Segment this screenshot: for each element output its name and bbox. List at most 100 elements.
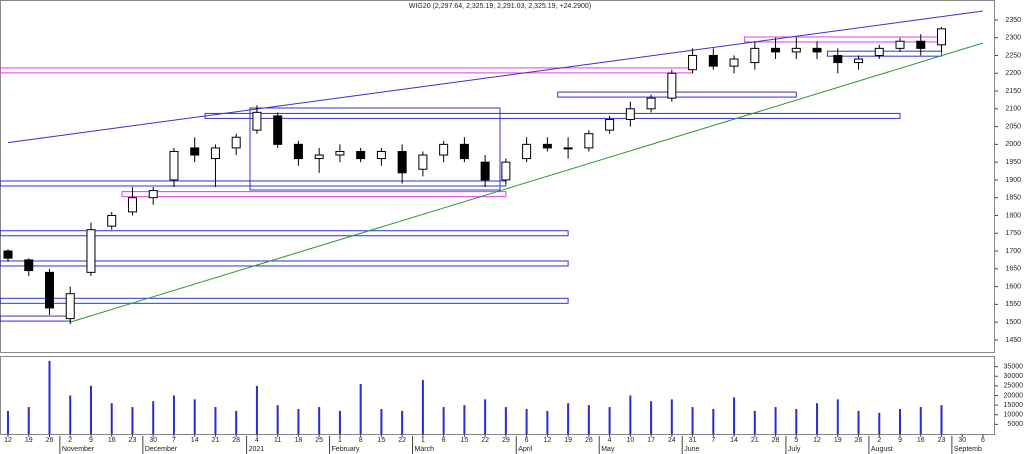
x-tick-label: 22 — [398, 437, 406, 444]
candle-body — [874, 47, 884, 56]
volume-bar — [69, 395, 72, 434]
volume-bar — [172, 395, 175, 434]
y-tick-label: 20000 — [1004, 392, 1024, 399]
volume-bar — [712, 408, 715, 434]
volume-bar — [608, 407, 611, 434]
x-tick-label: 8 — [359, 437, 363, 444]
x-tick-label: 23 — [129, 437, 137, 444]
x-tick-label: 10 — [626, 437, 634, 444]
x-tick-label: 6 — [981, 437, 985, 444]
x-tick-label: 17 — [647, 437, 655, 444]
volume-bar — [753, 410, 756, 434]
volume-bar — [525, 408, 528, 434]
x-tick-label: 26 — [46, 437, 54, 444]
month-label: May — [601, 446, 615, 453]
volume-bar — [110, 403, 113, 434]
x-tick-label: 5 — [794, 437, 798, 444]
month-label: April — [518, 446, 532, 453]
volume-bar — [442, 407, 445, 434]
y-tick-label: 1750 — [1005, 230, 1021, 237]
annotation-box — [249, 107, 501, 191]
volume-bar — [214, 407, 217, 434]
trendline — [70, 42, 984, 323]
candle-body — [127, 197, 137, 213]
y-tick-label: 2250 — [1005, 52, 1021, 59]
level-band — [557, 91, 797, 98]
chart-title: WIG20 (2,297.64, 2,325.19, 2,291.03, 2,3… — [409, 3, 591, 10]
candle-body — [605, 118, 615, 131]
volume-bar — [878, 412, 881, 434]
x-tick-label: 16 — [108, 437, 116, 444]
volume-bar — [774, 407, 777, 434]
candle-body — [667, 72, 677, 99]
x-tick-label: 12 — [543, 437, 551, 444]
level-band — [0, 297, 569, 304]
x-tick-label: 1 — [338, 437, 342, 444]
volume-bar — [235, 410, 238, 434]
x-tick-label: 8 — [442, 437, 446, 444]
x-tick-label: 26 — [855, 437, 863, 444]
price-panel — [0, 0, 995, 353]
y-tick-label: 30000 — [1004, 373, 1024, 380]
candle-body — [356, 150, 366, 160]
x-tick-label: 14 — [730, 437, 738, 444]
candle-body — [854, 58, 864, 64]
volume-bar — [795, 408, 798, 434]
y-tick-label: 2150 — [1005, 88, 1021, 95]
candle-body — [708, 54, 718, 67]
month-label: December — [145, 446, 178, 453]
candle-body — [522, 143, 532, 160]
volume-bar — [255, 385, 258, 434]
x-tick-label: 16 — [917, 437, 925, 444]
y-tick-label: 2350 — [1005, 17, 1021, 24]
x-tick-label: 24 — [668, 437, 676, 444]
level-band — [826, 50, 943, 57]
y-tick-label: 1950 — [1005, 159, 1021, 166]
volume-bar — [940, 405, 943, 434]
x-tick-label: 19 — [834, 437, 842, 444]
x-tick-label: 31 — [689, 437, 697, 444]
volume-bar — [421, 380, 424, 434]
volume-bar — [587, 405, 590, 434]
x-tick-label: 21 — [751, 437, 759, 444]
x-tick-label: 30 — [149, 437, 157, 444]
volume-bar — [733, 397, 736, 434]
x-tick-label: 2 — [877, 437, 881, 444]
y-tick-label: 2100 — [1005, 106, 1021, 113]
volume-bar — [816, 403, 819, 434]
volume-bar — [629, 395, 632, 434]
candle-body — [812, 47, 822, 53]
candle-body — [252, 111, 262, 131]
candle-body — [771, 47, 781, 53]
x-tick-label: 12 — [4, 437, 12, 444]
y-tick-label: 10000 — [1004, 412, 1024, 419]
x-tick-label: 7 — [172, 437, 176, 444]
trendline — [7, 10, 984, 144]
candle-body — [273, 115, 283, 145]
x-tick-label: 6 — [525, 437, 529, 444]
y-tick-label: 1900 — [1005, 177, 1021, 184]
y-tick-label: 1450 — [1005, 337, 1021, 344]
x-tick-label: 22 — [481, 437, 489, 444]
level-band — [0, 230, 569, 237]
candle-body — [459, 143, 469, 160]
candle-body — [895, 40, 905, 49]
volume-bar — [899, 408, 902, 434]
candle-body — [729, 58, 739, 67]
x-tick-label: 4 — [608, 437, 612, 444]
month-label: November — [62, 446, 95, 453]
volume-bar — [567, 403, 570, 434]
candle-body — [376, 150, 386, 160]
y-tick-label: 2200 — [1005, 70, 1021, 77]
x-tick-label: 19 — [564, 437, 572, 444]
candle-body — [293, 143, 303, 160]
x-tick-label: 9 — [898, 437, 902, 444]
x-tick-label: 30 — [958, 437, 966, 444]
candle-body — [584, 133, 594, 149]
volume-bar — [380, 408, 383, 434]
candle-body — [397, 150, 407, 174]
candle-body — [65, 293, 75, 320]
y-tick-label: 1650 — [1005, 266, 1021, 273]
volume-bar — [193, 399, 196, 434]
